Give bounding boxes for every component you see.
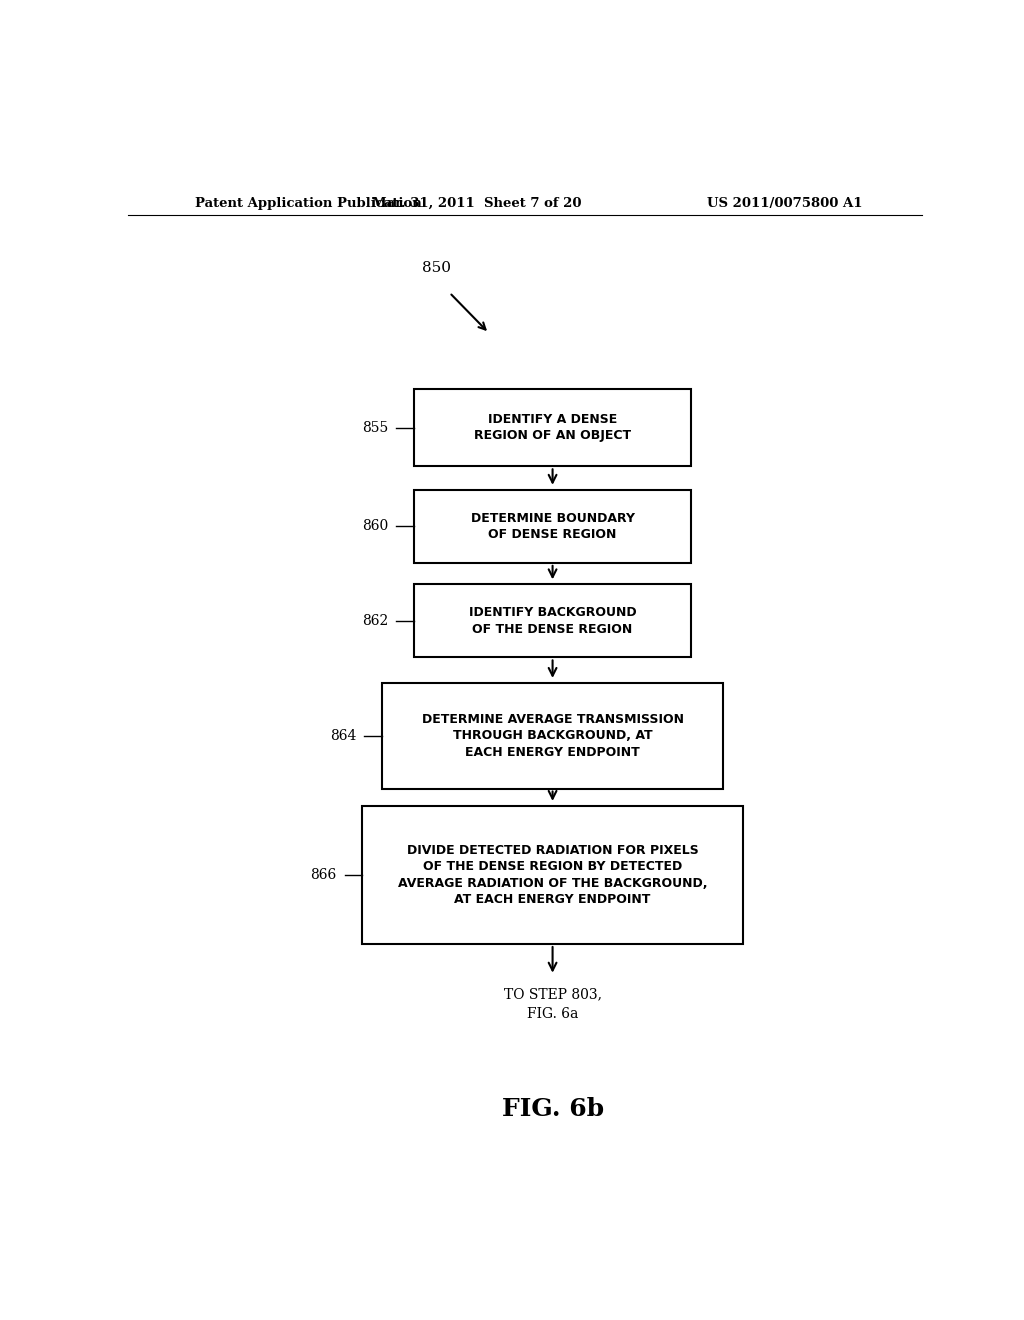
Text: 866: 866: [310, 869, 337, 882]
Text: 864: 864: [330, 729, 356, 743]
Text: Mar. 31, 2011  Sheet 7 of 20: Mar. 31, 2011 Sheet 7 of 20: [373, 197, 582, 210]
Text: Patent Application Publication: Patent Application Publication: [196, 197, 422, 210]
Text: IDENTIFY A DENSE
REGION OF AN OBJECT: IDENTIFY A DENSE REGION OF AN OBJECT: [474, 413, 631, 442]
Text: FIG. 6b: FIG. 6b: [502, 1097, 603, 1121]
Text: US 2011/0075800 A1: US 2011/0075800 A1: [707, 197, 862, 210]
Text: 860: 860: [362, 519, 388, 533]
Text: IDENTIFY BACKGROUND
OF THE DENSE REGION: IDENTIFY BACKGROUND OF THE DENSE REGION: [469, 606, 636, 636]
FancyBboxPatch shape: [362, 805, 743, 944]
Text: DETERMINE AVERAGE TRANSMISSION
THROUGH BACKGROUND, AT
EACH ENERGY ENDPOINT: DETERMINE AVERAGE TRANSMISSION THROUGH B…: [422, 713, 684, 759]
Text: DIVIDE DETECTED RADIATION FOR PIXELS
OF THE DENSE REGION BY DETECTED
AVERAGE RAD: DIVIDE DETECTED RADIATION FOR PIXELS OF …: [398, 843, 708, 907]
Text: DETERMINE BOUNDARY
OF DENSE REGION: DETERMINE BOUNDARY OF DENSE REGION: [471, 512, 635, 541]
Text: 850: 850: [422, 261, 451, 275]
Text: 855: 855: [362, 421, 388, 434]
Text: 862: 862: [362, 614, 388, 628]
FancyBboxPatch shape: [414, 585, 691, 657]
FancyBboxPatch shape: [414, 490, 691, 562]
Text: TO STEP 803,
FIG. 6a: TO STEP 803, FIG. 6a: [504, 987, 601, 1020]
FancyBboxPatch shape: [382, 682, 723, 788]
FancyBboxPatch shape: [414, 389, 691, 466]
